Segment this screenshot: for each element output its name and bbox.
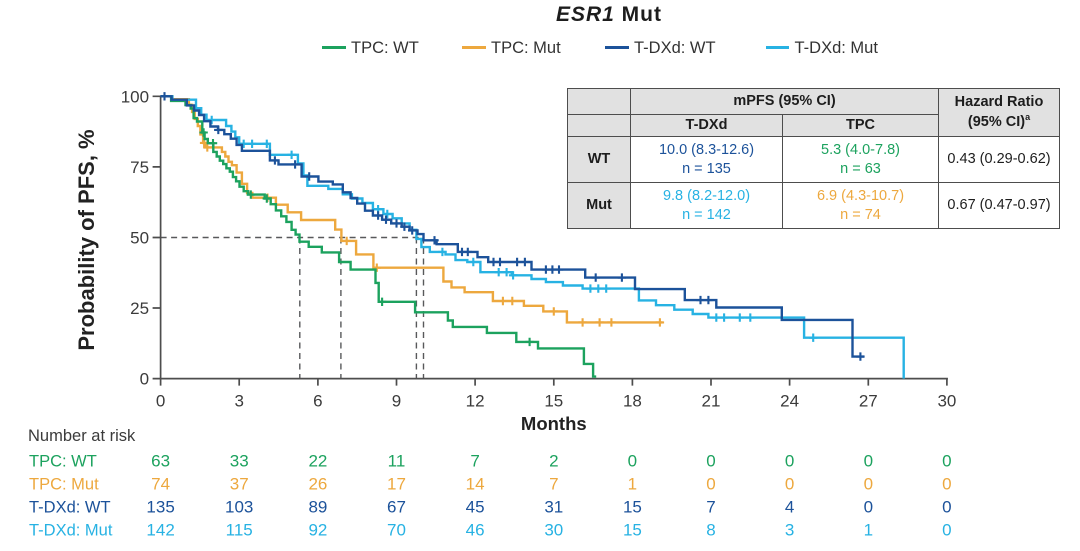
svg-text:9: 9 bbox=[392, 392, 401, 411]
svg-text:0: 0 bbox=[706, 452, 715, 471]
svg-text:50: 50 bbox=[130, 229, 149, 248]
svg-text:17: 17 bbox=[387, 475, 406, 494]
svg-text:Months: Months bbox=[521, 413, 587, 434]
svg-text:103: 103 bbox=[225, 498, 253, 517]
svg-text:7: 7 bbox=[470, 452, 479, 471]
svg-text:30: 30 bbox=[937, 392, 956, 411]
svg-text:21: 21 bbox=[702, 392, 721, 411]
svg-text:7: 7 bbox=[706, 498, 715, 517]
svg-text:0: 0 bbox=[942, 452, 951, 471]
svg-text:31: 31 bbox=[544, 498, 563, 517]
svg-text:7: 7 bbox=[549, 475, 558, 494]
svg-text:92: 92 bbox=[308, 521, 327, 540]
svg-text:0: 0 bbox=[785, 475, 794, 494]
svg-text:4: 4 bbox=[785, 498, 794, 517]
svg-text:0: 0 bbox=[942, 475, 951, 494]
svg-text:74: 74 bbox=[151, 475, 170, 494]
svg-text:3: 3 bbox=[234, 392, 243, 411]
svg-text:135: 135 bbox=[146, 498, 174, 517]
svg-text:0: 0 bbox=[156, 392, 165, 411]
svg-text:1: 1 bbox=[864, 521, 873, 540]
svg-text:18: 18 bbox=[623, 392, 642, 411]
svg-text:0: 0 bbox=[706, 475, 715, 494]
svg-text:0: 0 bbox=[942, 498, 951, 517]
svg-text:6: 6 bbox=[313, 392, 322, 411]
svg-text:89: 89 bbox=[308, 498, 327, 517]
svg-text:TPC: Mut: TPC: Mut bbox=[29, 476, 99, 494]
svg-text:11: 11 bbox=[388, 452, 406, 471]
svg-text:0: 0 bbox=[942, 521, 951, 540]
svg-text:12: 12 bbox=[466, 392, 485, 411]
svg-text:67: 67 bbox=[387, 498, 406, 517]
svg-text:33: 33 bbox=[230, 452, 249, 471]
svg-text:45: 45 bbox=[466, 498, 485, 517]
svg-text:63: 63 bbox=[151, 452, 170, 471]
svg-text:0: 0 bbox=[785, 452, 794, 471]
svg-text:T-DXd: WT: T-DXd: WT bbox=[29, 499, 111, 517]
svg-text:26: 26 bbox=[308, 475, 327, 494]
svg-text:0: 0 bbox=[864, 498, 873, 517]
svg-text:15: 15 bbox=[623, 498, 642, 517]
svg-text:3: 3 bbox=[785, 521, 794, 540]
svg-text:25: 25 bbox=[130, 299, 149, 318]
svg-text:27: 27 bbox=[859, 392, 878, 411]
svg-text:Number at risk: Number at risk bbox=[28, 427, 136, 445]
svg-text:14: 14 bbox=[466, 475, 485, 494]
svg-text:142: 142 bbox=[146, 521, 174, 540]
svg-text:75: 75 bbox=[130, 158, 149, 177]
svg-text:22: 22 bbox=[308, 452, 327, 471]
svg-text:24: 24 bbox=[780, 392, 799, 411]
svg-text:70: 70 bbox=[387, 521, 406, 540]
svg-text:115: 115 bbox=[226, 521, 253, 540]
svg-text:0: 0 bbox=[864, 475, 873, 494]
svg-text:0: 0 bbox=[864, 452, 873, 471]
svg-text:T-DXd: Mut: T-DXd: Mut bbox=[29, 522, 113, 540]
svg-text:1: 1 bbox=[628, 475, 637, 494]
svg-text:8: 8 bbox=[706, 521, 715, 540]
svg-text:0: 0 bbox=[140, 370, 149, 389]
svg-text:100: 100 bbox=[121, 87, 149, 106]
svg-text:2: 2 bbox=[549, 452, 558, 471]
svg-text:30: 30 bbox=[544, 521, 563, 540]
svg-text:46: 46 bbox=[466, 521, 485, 540]
svg-text:TPC: WT: TPC: WT bbox=[29, 453, 97, 471]
svg-text:15: 15 bbox=[544, 392, 563, 411]
svg-text:37: 37 bbox=[230, 475, 249, 494]
svg-text:15: 15 bbox=[623, 521, 642, 540]
svg-text:0: 0 bbox=[628, 452, 637, 471]
svg-text:Probability of PFS, %: Probability of PFS, % bbox=[74, 129, 99, 350]
